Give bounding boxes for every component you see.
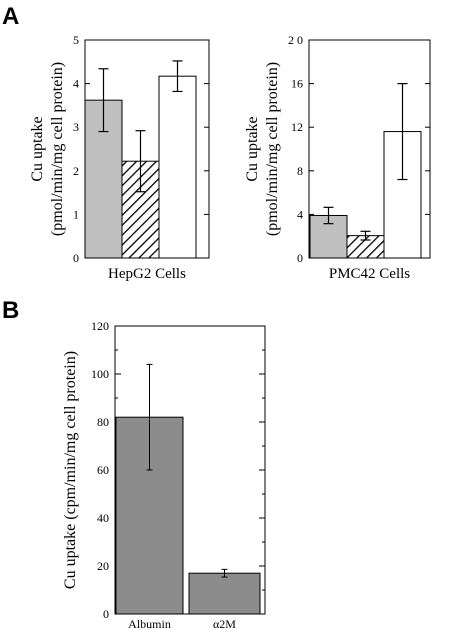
y-tick-label: 2: [73, 164, 79, 178]
y-tick-label: 16: [291, 77, 303, 91]
y-tick-label: 4: [297, 207, 303, 221]
y-tick-label: 0: [103, 607, 109, 621]
y-axis-label: Cu uptake: [29, 116, 46, 181]
x-category-label: HepG2 Cells: [108, 266, 186, 282]
y-tick-label: 8: [297, 164, 303, 178]
x-category-label: PMC42 Cells: [329, 266, 410, 282]
y-tick-label: 40: [97, 511, 109, 525]
y-axis-label-units: (pmol/min/mg cell protein): [49, 62, 66, 236]
bar: [188, 572, 261, 615]
y-axis-label-units: (pmol/min/mg cell protein): [264, 62, 281, 236]
y-tick-label: 3: [73, 120, 79, 134]
y-tick-label: 5: [73, 33, 79, 47]
y-tick-label: 1: [73, 207, 79, 221]
y-tick-label: 0: [73, 251, 79, 265]
chart-hepg2: 0 1 2 3 4 5 HepG2 Cells Cu uptake (pmol/min/mg c…: [29, 33, 210, 282]
bar: [158, 75, 197, 259]
panel-label-a: A: [2, 3, 19, 30]
y-tick-label: 120: [91, 319, 109, 333]
y-tick-label: 4: [73, 77, 79, 91]
x-category-label: Albumin: [128, 617, 171, 630]
y-tick-label: 100: [91, 367, 109, 381]
y-tick-label: 12: [291, 120, 303, 134]
y-tick-label: 0: [297, 251, 303, 265]
y-axis-label: Cu uptake: [244, 116, 261, 181]
chart-albumin-a2m: 0 20 40 60 80 100 120 Albumin α2M Cu uptake (cpm/…: [62, 319, 266, 630]
y-tick-label: 2 0: [288, 33, 303, 47]
y-tick-label: 20: [97, 559, 109, 573]
y-tick-label: 80: [97, 415, 109, 429]
y-axis-label: Cu uptake (cpm/min/mg cell protein): [62, 351, 79, 589]
x-category-label: α2M: [213, 617, 236, 630]
chart-pmc42: 0 4 8 12 16 2 0 PMC42 Cells Cu uptake (pmol/min/…: [244, 33, 431, 282]
panel-label-b: B: [2, 297, 19, 324]
y-tick-label: 60: [97, 463, 109, 477]
